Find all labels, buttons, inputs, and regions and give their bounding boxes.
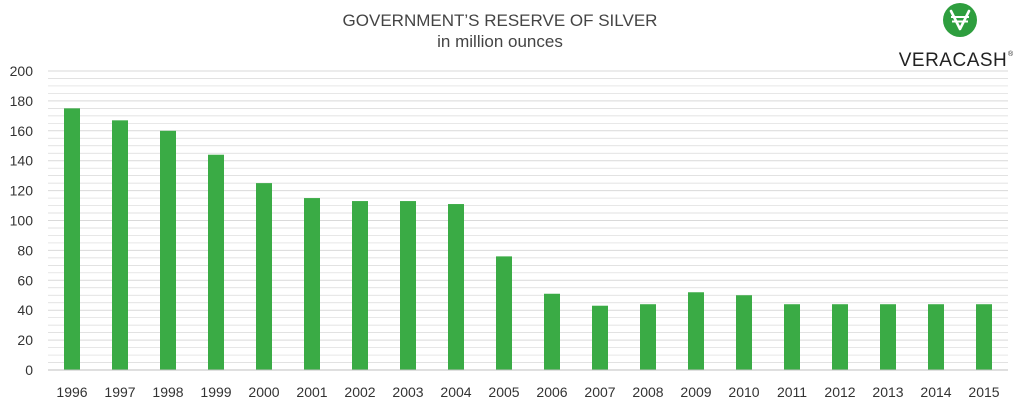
bar-2007 <box>592 305 608 370</box>
bar-2002 <box>352 201 368 370</box>
y-tick-label: 20 <box>17 332 33 348</box>
x-tick-label: 2006 <box>536 384 567 400</box>
x-tick-label: 2013 <box>872 384 903 400</box>
bar-2009 <box>688 292 704 370</box>
x-tick-label: 2004 <box>440 384 471 400</box>
y-tick-label: 0 <box>25 362 33 378</box>
bar-2000 <box>256 183 272 370</box>
x-tick-label: 2001 <box>296 384 327 400</box>
y-tick-label: 120 <box>10 183 34 199</box>
y-tick-label: 100 <box>10 213 34 229</box>
y-tick-label: 140 <box>10 153 34 169</box>
x-tick-label: 2015 <box>968 384 999 400</box>
veracash-currency-icon <box>943 3 977 37</box>
y-tick-label: 40 <box>17 302 33 318</box>
gridlines <box>48 70 1008 371</box>
chart-subtitle: in million ounces <box>437 32 563 51</box>
x-tick-label: 2014 <box>920 384 951 400</box>
x-tick-label: 2007 <box>584 384 615 400</box>
bar-2014 <box>928 304 944 370</box>
bar-1998 <box>160 130 176 370</box>
x-tick-label: 2003 <box>392 384 423 400</box>
bar-2012 <box>832 304 848 370</box>
bar-2005 <box>496 256 512 370</box>
chart-title: GOVERNMENT’S RESERVE OF SILVER <box>343 11 658 30</box>
x-tick-label: 1998 <box>152 384 183 400</box>
bar-2015 <box>976 304 992 370</box>
bar-2008 <box>640 304 656 370</box>
y-tick-label: 200 <box>10 63 34 79</box>
x-tick-label: 2012 <box>824 384 855 400</box>
y-axis-tick-labels: 0 20 40 60 80 100 120 140 160 180 200 <box>10 63 34 378</box>
veracash-logo: VERACASH ® <box>899 3 1014 71</box>
bar-2011 <box>784 304 800 370</box>
y-tick-label: 160 <box>10 123 34 139</box>
x-tick-label: 2011 <box>777 384 807 400</box>
y-tick-label: 60 <box>17 272 33 288</box>
x-tick-label: 1999 <box>200 384 231 400</box>
bar-1999 <box>208 154 224 370</box>
x-tick-label: 2002 <box>344 384 375 400</box>
x-axis-tick-labels: 1996 1997 1998 1999 2000 2001 2002 2003 2004 2005… <box>56 384 999 400</box>
bar-2006 <box>544 293 560 370</box>
logo-text: VERACASH <box>899 50 1008 71</box>
bar-1997 <box>112 120 128 371</box>
bar-2010 <box>736 295 752 370</box>
y-tick-label: 180 <box>10 93 34 109</box>
bar-2013 <box>880 304 896 370</box>
x-tick-label: 1997 <box>104 384 135 400</box>
logo-registered-mark: ® <box>1008 50 1014 58</box>
bar-2001 <box>304 198 320 370</box>
bar-1996 <box>64 108 80 370</box>
bar-2004 <box>448 204 464 370</box>
x-tick-label: 1996 <box>56 384 87 400</box>
bars <box>64 108 992 371</box>
x-tick-label: 2008 <box>632 384 663 400</box>
bar-2003 <box>400 201 416 370</box>
y-tick-label: 80 <box>17 242 33 258</box>
x-tick-label: 2010 <box>728 384 759 400</box>
x-tick-label: 2005 <box>488 384 519 400</box>
x-tick-label: 2000 <box>248 384 279 400</box>
x-tick-label: 2009 <box>680 384 711 400</box>
